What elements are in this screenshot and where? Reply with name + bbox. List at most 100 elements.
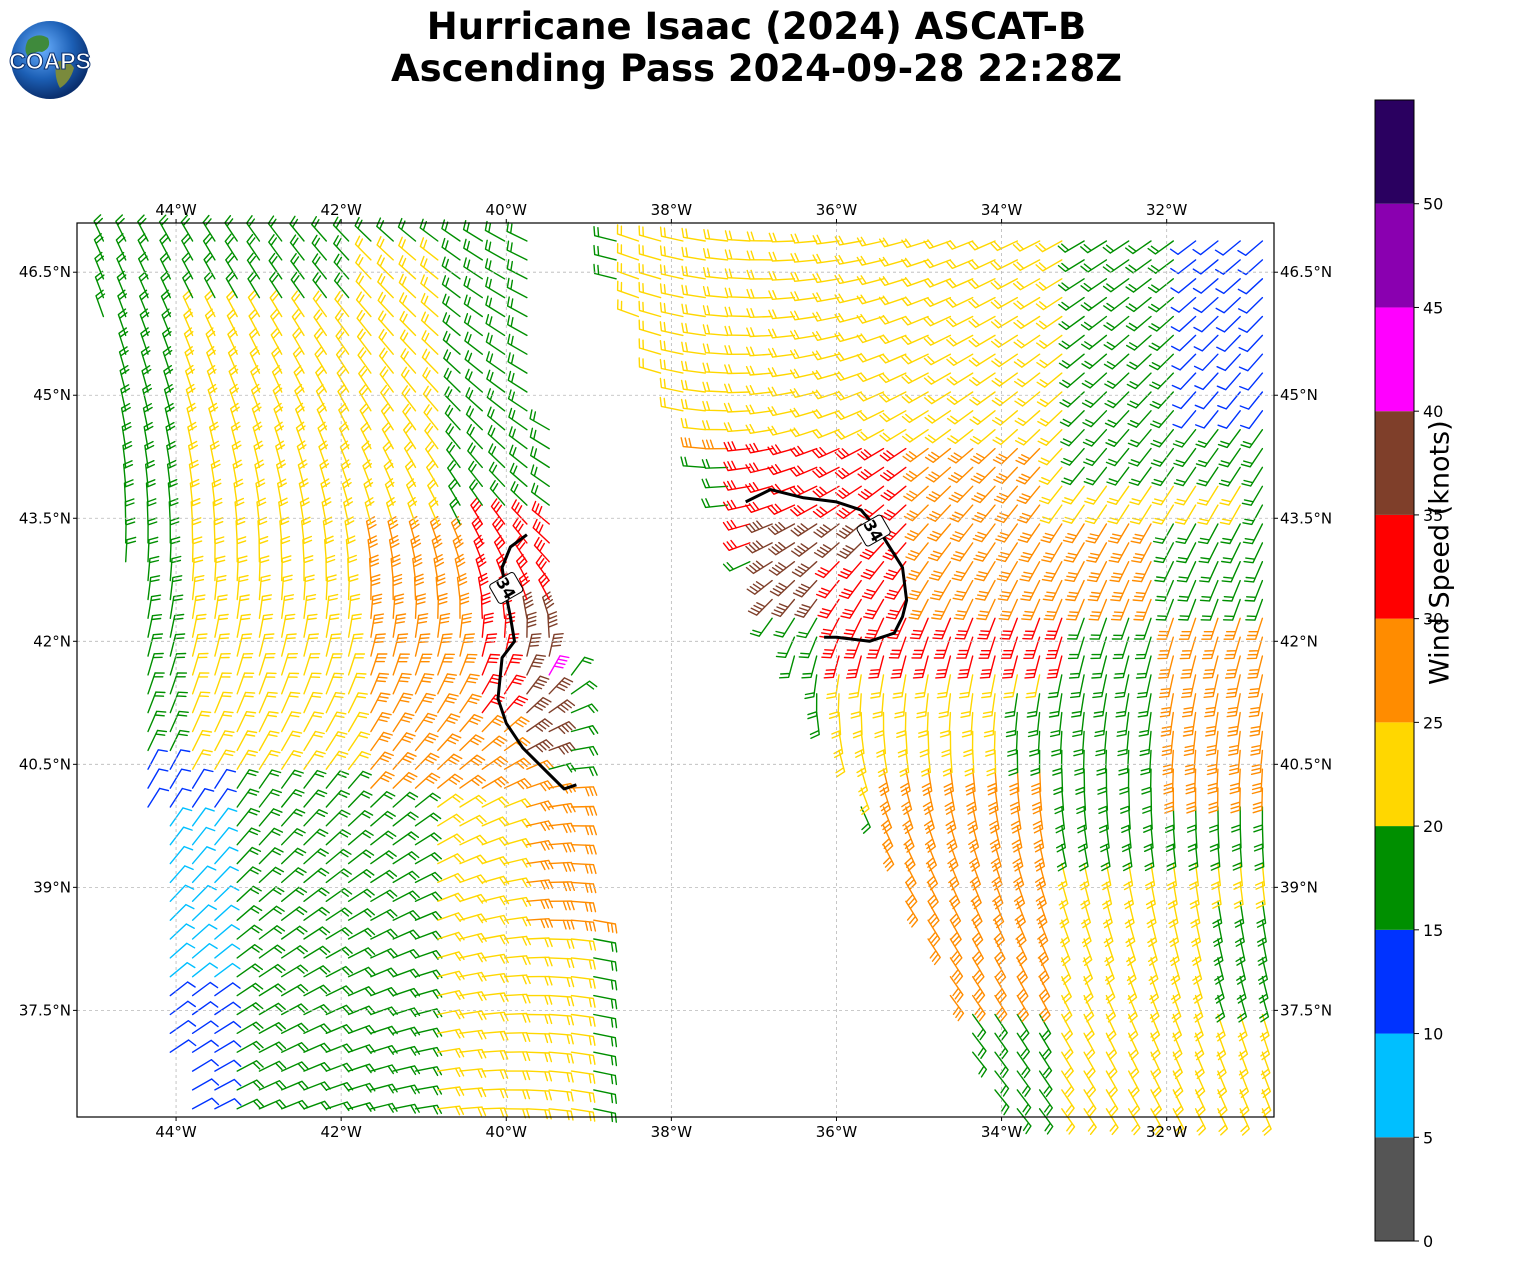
wind-barb bbox=[1223, 617, 1241, 640]
wind-barb bbox=[437, 633, 453, 657]
wind-barb bbox=[281, 964, 309, 978]
wind-barb bbox=[1083, 1089, 1097, 1117]
wind-barb bbox=[1214, 957, 1225, 985]
wind-barb bbox=[616, 224, 640, 242]
wind-barb bbox=[593, 1070, 618, 1086]
wind-barb bbox=[1058, 278, 1085, 292]
wind-barb bbox=[214, 1098, 242, 1110]
wind-barb bbox=[994, 504, 1018, 524]
wind-barb bbox=[303, 672, 322, 695]
wind-barb bbox=[924, 410, 952, 424]
wind-barb bbox=[949, 976, 964, 1003]
wind-barb bbox=[169, 1039, 197, 1053]
wind-barb bbox=[967, 806, 978, 834]
wind-barb bbox=[1062, 523, 1085, 544]
wind-barb bbox=[981, 674, 996, 699]
wind-barb bbox=[892, 674, 907, 699]
wind-barb bbox=[973, 542, 996, 562]
wind-barb bbox=[1164, 787, 1175, 814]
wind-barb bbox=[856, 313, 885, 324]
wind-barb bbox=[437, 1086, 465, 1097]
wind-barb bbox=[258, 1002, 286, 1016]
wind-barb bbox=[768, 251, 796, 262]
wind-barb bbox=[919, 730, 930, 758]
wind-barb bbox=[1109, 561, 1130, 583]
wind-barb bbox=[508, 407, 528, 431]
wind-barb bbox=[191, 807, 215, 827]
wind-barb bbox=[1127, 410, 1152, 428]
wind-barb bbox=[868, 655, 885, 679]
wind-barb bbox=[226, 308, 238, 337]
wind-barb bbox=[390, 554, 401, 582]
wind-barb bbox=[881, 523, 907, 541]
wind-barb bbox=[1119, 768, 1130, 795]
wind-barb bbox=[1018, 542, 1041, 563]
wind-barb bbox=[982, 693, 996, 718]
wind-barb bbox=[971, 504, 996, 523]
wind-barb bbox=[424, 422, 439, 450]
wind-barb bbox=[902, 806, 914, 834]
wind-barb bbox=[526, 696, 552, 714]
wind-barb bbox=[526, 633, 542, 657]
wind-barb bbox=[991, 372, 1018, 387]
wind-barb bbox=[969, 391, 996, 406]
wind-barb bbox=[510, 481, 528, 506]
wind-barb bbox=[1155, 598, 1174, 621]
wind-barb bbox=[1060, 919, 1070, 948]
wind-barb bbox=[169, 962, 196, 978]
wind-barb bbox=[295, 421, 306, 450]
wind-barb bbox=[392, 613, 407, 638]
wind-barb bbox=[1125, 919, 1136, 947]
wind-barb bbox=[1178, 598, 1197, 621]
wind-barb bbox=[1112, 636, 1130, 660]
wind-barb bbox=[1176, 542, 1197, 564]
wind-barb bbox=[1039, 504, 1063, 524]
wind-barb bbox=[746, 288, 773, 299]
wind-barb bbox=[1154, 561, 1174, 583]
wind-barb bbox=[214, 749, 236, 770]
wind-barb bbox=[1025, 674, 1041, 699]
wind-barb bbox=[924, 825, 936, 853]
wind-barb bbox=[902, 429, 929, 443]
wind-barb bbox=[1217, 410, 1241, 429]
wind-barb bbox=[503, 1070, 531, 1081]
wind-barb bbox=[459, 714, 484, 733]
wind-barb bbox=[1150, 410, 1174, 429]
wind-barb bbox=[1016, 1013, 1030, 1041]
wind-barb bbox=[702, 362, 729, 374]
wind-barb bbox=[1261, 1089, 1272, 1117]
wind-barb bbox=[872, 693, 885, 719]
wind-barb bbox=[1199, 579, 1219, 602]
wind-barb bbox=[1261, 1070, 1271, 1098]
wind-barb bbox=[1063, 542, 1085, 563]
wind-barb bbox=[745, 482, 773, 493]
wind-barb bbox=[932, 617, 952, 640]
wind-barb bbox=[778, 655, 796, 679]
wind-barb bbox=[526, 994, 553, 1005]
wind-barb bbox=[449, 497, 461, 525]
wind-barb bbox=[1086, 561, 1108, 583]
wind-barb bbox=[945, 278, 974, 289]
wind-barb bbox=[890, 655, 907, 679]
wind-barb bbox=[724, 383, 751, 394]
wind-barb bbox=[1217, 429, 1241, 449]
wind-barb bbox=[311, 216, 327, 242]
wind-barb bbox=[812, 273, 840, 284]
wind-barb bbox=[1245, 617, 1264, 640]
wind-barb bbox=[1047, 674, 1063, 699]
wind-barb bbox=[767, 367, 796, 378]
wind-barb bbox=[593, 226, 617, 242]
wind-barb bbox=[879, 372, 907, 384]
wind-barb bbox=[680, 456, 706, 469]
wind-barb bbox=[1129, 504, 1152, 525]
wind-barb bbox=[191, 691, 211, 714]
wind-barb bbox=[437, 773, 464, 789]
wind-barb bbox=[325, 711, 347, 733]
wind-barb bbox=[423, 404, 439, 431]
wind-barb bbox=[258, 963, 286, 978]
wind-barb bbox=[1012, 240, 1041, 252]
wind-barb bbox=[1032, 787, 1043, 815]
wind-barb bbox=[1090, 636, 1108, 660]
wind-barb bbox=[325, 692, 346, 714]
wind-barb bbox=[503, 1108, 530, 1119]
